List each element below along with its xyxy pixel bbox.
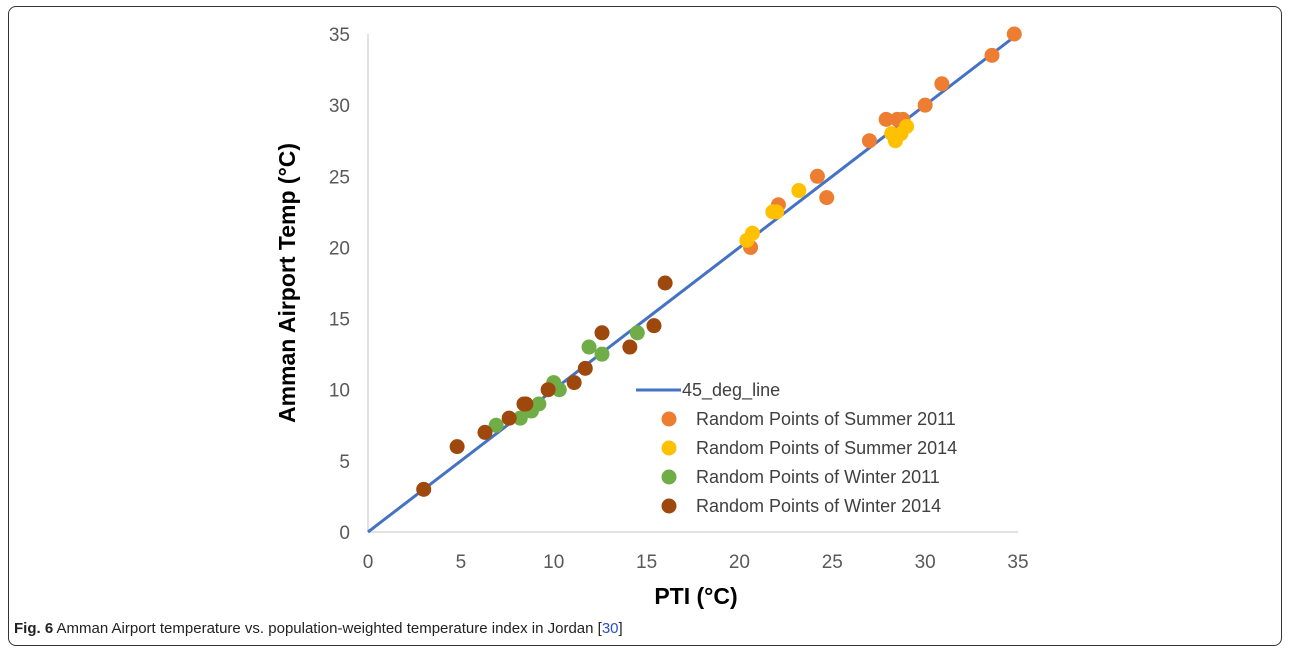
- y-tick-label: 25: [329, 167, 350, 188]
- data-point-series-4: [477, 424, 493, 440]
- legend-label-series-3: Random Points of Winter 2011: [696, 467, 940, 487]
- data-point-series-1: [917, 97, 933, 113]
- x-tick-label: 10: [543, 552, 564, 573]
- y-tick-label: 30: [329, 96, 350, 117]
- y-tick-label: 0: [339, 523, 350, 544]
- data-point-series-4: [577, 360, 593, 376]
- legend-label-series-4: Random Points of Winter 2014: [696, 496, 941, 516]
- legend-label-series-2: Random Points of Summer 2014: [696, 438, 957, 458]
- data-point-series-4: [501, 410, 517, 426]
- legend: 45_deg_line Random Points of Summer 2011 R…: [636, 380, 957, 516]
- x-tick-label: 20: [729, 552, 750, 573]
- data-point-series-3: [594, 346, 610, 362]
- caption-close: ]: [618, 620, 623, 637]
- x-tick-label: 5: [456, 552, 467, 573]
- reference-link[interactable]: 30: [601, 620, 619, 637]
- data-point-series-1: [809, 168, 825, 184]
- y-tick-label: 5: [339, 452, 350, 473]
- y-tick-label: 35: [329, 25, 350, 46]
- plot-area: [367, 26, 1022, 534]
- x-axis-title: PTI (°C): [654, 583, 737, 609]
- data-point-series-4: [646, 318, 662, 334]
- data-point-series-2: [791, 183, 807, 199]
- legend-label-line: 45_deg_line: [682, 380, 780, 401]
- data-point-series-1: [934, 76, 950, 92]
- x-tick-label: 15: [636, 552, 657, 573]
- data-point-series-2: [769, 204, 785, 220]
- y-tick-label: 10: [329, 381, 350, 402]
- scatter-chart: 0 5 10 15 20 25 30 35 0 5 10 15 20 25 30 35 45_deg_line…: [274, 25, 1029, 609]
- legend-swatch-series-1: [661, 411, 677, 427]
- axes: 0 5 10 15 20 25 30 35 0 5 10 15 20 25 30 35: [329, 25, 1029, 573]
- data-point-series-4: [540, 382, 556, 398]
- legend-label-series-1: Random Points of Summer 2011: [696, 409, 956, 429]
- data-point-series-4: [566, 375, 582, 391]
- data-point-series-1: [878, 111, 894, 127]
- caption-text: Amman Airport temperature vs. population…: [56, 620, 602, 637]
- figure-frame: [8, 6, 1282, 646]
- data-point-series-3: [581, 339, 597, 355]
- data-point-series-2: [744, 225, 760, 241]
- data-point-series-4: [518, 396, 534, 412]
- figure-caption: Fig. 6 Amman Airport temperature vs. pop…: [14, 620, 623, 637]
- figure-label: Fig. 6: [14, 620, 54, 637]
- data-point-series-3: [551, 382, 567, 398]
- data-point-series-1: [1006, 26, 1022, 42]
- legend-swatch-series-2: [661, 440, 677, 456]
- data-point-series-1: [819, 190, 835, 206]
- y-tick-label: 15: [329, 310, 350, 331]
- data-point-series-4: [416, 481, 432, 497]
- legend-swatch-series-3: [661, 469, 677, 485]
- data-point-series-1: [984, 47, 1000, 63]
- data-point-series-4: [657, 275, 673, 291]
- data-point-series-3: [488, 417, 504, 433]
- data-point-series-3: [629, 325, 645, 341]
- x-tick-label: 35: [1007, 552, 1028, 573]
- x-tick-label: 0: [363, 552, 374, 573]
- data-point-series-4: [594, 325, 610, 341]
- data-point-series-3: [531, 396, 547, 412]
- data-point-series-3: [512, 410, 528, 426]
- data-point-series-4: [622, 339, 638, 355]
- y-tick-label: 20: [329, 238, 350, 259]
- y-axis-title: Amman Airport Temp (°C): [274, 143, 300, 423]
- data-point-series-4: [449, 439, 465, 455]
- data-point-series-2: [899, 118, 915, 134]
- x-tick-label: 30: [915, 552, 936, 573]
- x-tick-label: 25: [822, 552, 843, 573]
- data-point-series-1: [861, 133, 877, 149]
- legend-swatch-series-4: [661, 498, 677, 514]
